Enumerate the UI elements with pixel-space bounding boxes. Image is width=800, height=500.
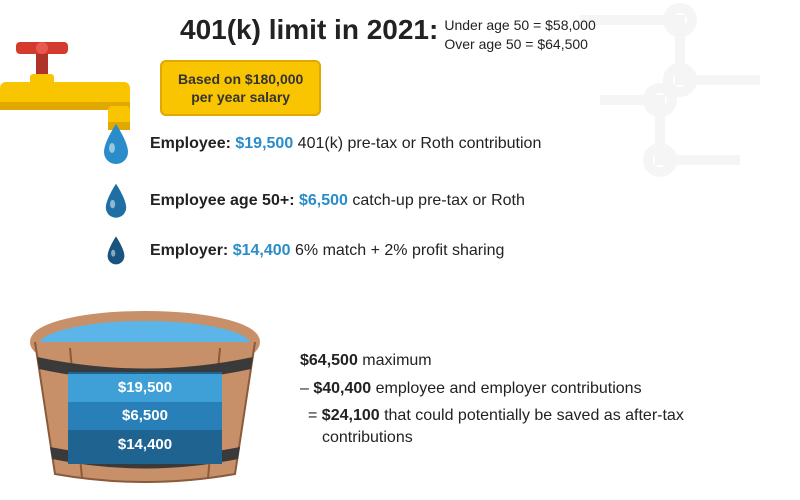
drop-amount: $6,500 [299,192,348,209]
bucket: $19,500$6,500$14,400 [20,302,270,487]
water-drop-icon [100,182,132,219]
math-amount: $24,100 [322,407,380,424]
drops-list: Employee: $19,500 401(k) pre-tax or Roth… [100,122,541,282]
drop-amount: $19,500 [235,135,293,152]
bucket-layer: $14,400 [68,430,222,460]
math-amount: $64,500 [300,352,358,369]
math-line: $64,500 maximum [300,350,770,372]
bg-pipes-icon [560,0,800,200]
drop-desc: 401(k) pre-tax or Roth contribution [293,135,541,152]
drop-text: Employee: $19,500 401(k) pre-tax or Roth… [150,135,541,153]
drop-label: Employer: [150,242,228,259]
drop-desc: catch-up pre-tax or Roth [348,192,525,209]
bucket-layers: $19,500$6,500$14,400 [68,374,222,460]
math-summary: $64,500 maximum – $40,400 employee and em… [300,350,770,454]
drop-label: Employee: [150,135,231,152]
header: 401(k) limit in 2021: Under age 50 = $58… [180,14,596,54]
drop-label: Employee age 50+: [150,192,295,209]
header-limits: Under age 50 = $58,000 Over age 50 = $64… [444,16,595,54]
drop-row: Employee: $19,500 401(k) pre-tax or Roth… [100,122,541,166]
drop-row: Employer: $14,400 6% match + 2% profit s… [100,235,541,266]
drop-amount: $14,400 [233,242,291,259]
drop-text: Employer: $14,400 6% match + 2% profit s… [150,242,504,260]
math-amount: $40,400 [313,380,371,397]
page-title: 401(k) limit in 2021: [180,14,438,46]
bucket-layer: $19,500 [68,374,222,402]
water-drop-icon [100,122,132,166]
drop-desc: 6% match + 2% profit sharing [291,242,505,259]
drop-row: Employee age 50+: $6,500 catch-up pre-ta… [100,182,541,219]
math-line: = $24,100 that could potentially be save… [300,405,770,448]
salary-badge: Based on $180,000 per year salary [160,60,321,116]
math-line: – $40,400 employee and employer contribu… [300,378,770,400]
bucket-layer: $6,500 [68,402,222,430]
water-drop-icon [100,235,132,266]
drop-text: Employee age 50+: $6,500 catch-up pre-ta… [150,192,525,210]
